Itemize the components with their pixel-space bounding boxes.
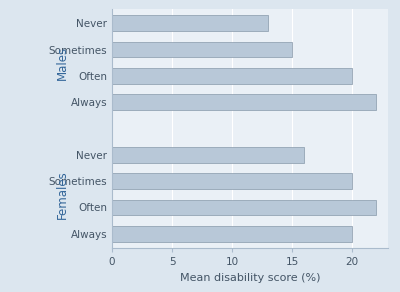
Text: Males: Males — [56, 46, 69, 80]
Text: Females: Females — [56, 170, 69, 219]
Bar — [112, 226, 352, 241]
Bar — [112, 173, 352, 189]
Bar — [112, 147, 304, 163]
Bar — [112, 199, 376, 215]
Bar — [112, 68, 352, 84]
Bar — [112, 42, 292, 58]
Bar — [112, 94, 376, 110]
Bar — [112, 15, 268, 31]
X-axis label: Mean disability score (%): Mean disability score (%) — [180, 273, 320, 283]
